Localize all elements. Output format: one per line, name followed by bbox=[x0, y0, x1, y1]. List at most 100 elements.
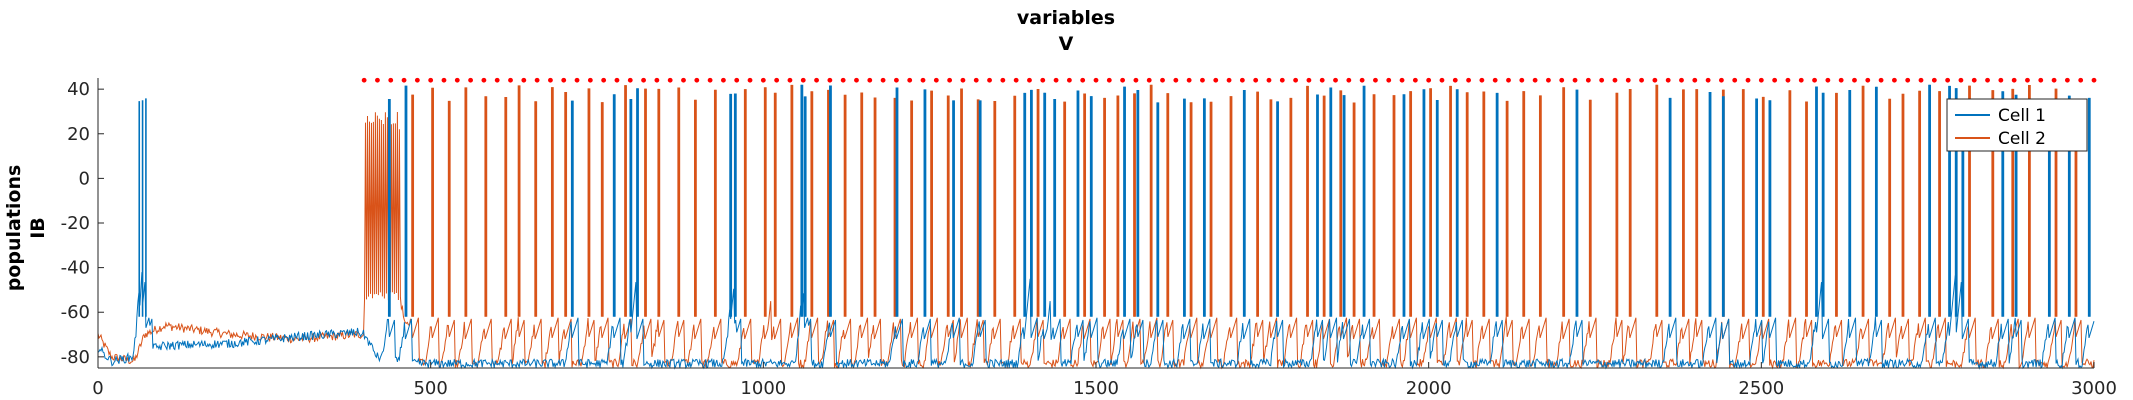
spike-marker-89 bbox=[1546, 77, 1551, 83]
spike-marker-28 bbox=[734, 77, 740, 83]
x-tick-label: 2500 bbox=[1738, 378, 1784, 399]
y-axis-label: populations IB bbox=[3, 165, 49, 292]
spike-marker-108 bbox=[1798, 77, 1804, 83]
spike-marker-92 bbox=[1585, 77, 1591, 83]
spike-marker-55 bbox=[1093, 77, 1099, 83]
spike-marker-67 bbox=[1253, 77, 1259, 83]
spike-marker-20 bbox=[627, 77, 633, 83]
spike-marker-60 bbox=[1160, 77, 1165, 83]
spike-marker-62 bbox=[1186, 77, 1192, 83]
legend-label-cell-2: Cell 2 bbox=[1998, 129, 2046, 149]
spike-marker-13 bbox=[534, 77, 540, 83]
x-tick-label: 500 bbox=[413, 378, 447, 399]
spike-marker-95 bbox=[1625, 77, 1631, 83]
spike-marker-99 bbox=[1679, 77, 1684, 83]
spike-marker-14 bbox=[548, 77, 553, 83]
spike-markers bbox=[361, 77, 2097, 83]
spike-marker-101 bbox=[1705, 77, 1711, 83]
spike-marker-57 bbox=[1120, 77, 1126, 83]
spike-marker-53 bbox=[1066, 77, 1072, 83]
spike-marker-18 bbox=[601, 77, 607, 83]
spike-marker-125 bbox=[2025, 77, 2030, 83]
spike-marker-66 bbox=[1239, 77, 1245, 83]
spike-marker-17 bbox=[587, 77, 593, 83]
spike-marker-113 bbox=[1865, 77, 1871, 83]
spike-marker-75 bbox=[1359, 77, 1365, 83]
spike-marker-72 bbox=[1319, 77, 1325, 83]
chart-title-line-2: V bbox=[1059, 33, 1074, 55]
spike-marker-9 bbox=[481, 77, 487, 83]
spike-marker-33 bbox=[800, 77, 806, 83]
spike-marker-3 bbox=[401, 77, 407, 83]
spike-marker-29 bbox=[747, 77, 753, 83]
spike-marker-23 bbox=[667, 77, 673, 83]
spike-marker-19 bbox=[614, 77, 620, 83]
spike-marker-64 bbox=[1213, 77, 1219, 83]
spike-marker-44 bbox=[947, 77, 953, 83]
spike-marker-97 bbox=[1652, 77, 1658, 83]
spike-marker-36 bbox=[840, 77, 846, 83]
spike-marker-82 bbox=[1452, 77, 1458, 83]
spike-marker-41 bbox=[907, 77, 913, 83]
spike-marker-123 bbox=[1998, 77, 2004, 83]
y-tick-label: 0 bbox=[79, 168, 90, 189]
spike-marker-39 bbox=[880, 77, 886, 83]
x-tick-label: 0 bbox=[92, 378, 103, 399]
spike-marker-35 bbox=[827, 77, 833, 83]
spike-marker-128 bbox=[2064, 77, 2070, 83]
axes: -80 -60 -40 -20 0 20 40 0 500 1000 1500 2000 2500 300… bbox=[61, 78, 2117, 399]
spike-marker-50 bbox=[1027, 77, 1032, 83]
spike-marker-6 bbox=[441, 77, 447, 83]
y-tick-label: 20 bbox=[67, 124, 90, 145]
spike-marker-4 bbox=[414, 77, 420, 83]
y-tick-label: -40 bbox=[61, 258, 90, 279]
spike-marker-127 bbox=[2051, 77, 2057, 83]
spike-marker-121 bbox=[1971, 77, 1977, 83]
spike-marker-54 bbox=[1080, 77, 1086, 83]
chart-title-line-1: variables bbox=[1017, 7, 1115, 29]
spike-marker-83 bbox=[1466, 77, 1471, 83]
spike-marker-51 bbox=[1040, 77, 1046, 83]
x-tick-label: 2000 bbox=[1406, 378, 1452, 399]
spike-marker-58 bbox=[1133, 77, 1139, 83]
spike-marker-22 bbox=[654, 77, 660, 83]
spike-marker-10 bbox=[494, 77, 500, 83]
spike-marker-129 bbox=[2078, 77, 2084, 83]
spike-marker-40 bbox=[894, 77, 899, 83]
spike-marker-122 bbox=[1985, 77, 1990, 83]
spike-marker-15 bbox=[561, 77, 567, 83]
spike-marker-100 bbox=[1692, 77, 1698, 83]
spike-marker-86 bbox=[1506, 77, 1511, 83]
x-tick-label: 1500 bbox=[1073, 378, 1119, 399]
spike-marker-73 bbox=[1333, 77, 1338, 83]
spike-marker-65 bbox=[1226, 77, 1232, 83]
legend-label-cell-1: Cell 1 bbox=[1998, 106, 2046, 126]
spike-marker-11 bbox=[508, 77, 513, 83]
spike-marker-110 bbox=[1825, 77, 1831, 83]
spike-marker-37 bbox=[854, 77, 859, 83]
y-tick-label: -20 bbox=[61, 213, 90, 234]
spike-marker-26 bbox=[707, 77, 713, 83]
series-trace-cell-1 bbox=[97, 272, 2095, 370]
spike-marker-114 bbox=[1878, 77, 1884, 83]
spike-marker-24 bbox=[681, 77, 686, 83]
spike-marker-112 bbox=[1852, 77, 1857, 83]
spike-marker-98 bbox=[1665, 77, 1671, 83]
spike-marker-38 bbox=[867, 77, 873, 83]
spike-marker-30 bbox=[760, 77, 766, 83]
spike-marker-116 bbox=[1905, 77, 1911, 83]
y-tick-label: 40 bbox=[67, 79, 90, 100]
spike-marker-27 bbox=[721, 77, 726, 83]
x-tick-label: 3000 bbox=[2071, 378, 2117, 399]
spike-marker-105 bbox=[1758, 77, 1764, 83]
legend: Cell 1 Cell 2 bbox=[1946, 98, 2088, 152]
spike-marker-103 bbox=[1732, 77, 1738, 83]
spike-marker-61 bbox=[1173, 77, 1179, 83]
spike-marker-7 bbox=[454, 77, 460, 83]
y-axis-label-line-1: populations bbox=[3, 165, 25, 292]
spike-marker-49 bbox=[1013, 77, 1019, 83]
spike-marker-8 bbox=[468, 77, 473, 83]
y-tick-label: -60 bbox=[61, 302, 90, 323]
spike-marker-102 bbox=[1719, 77, 1724, 83]
